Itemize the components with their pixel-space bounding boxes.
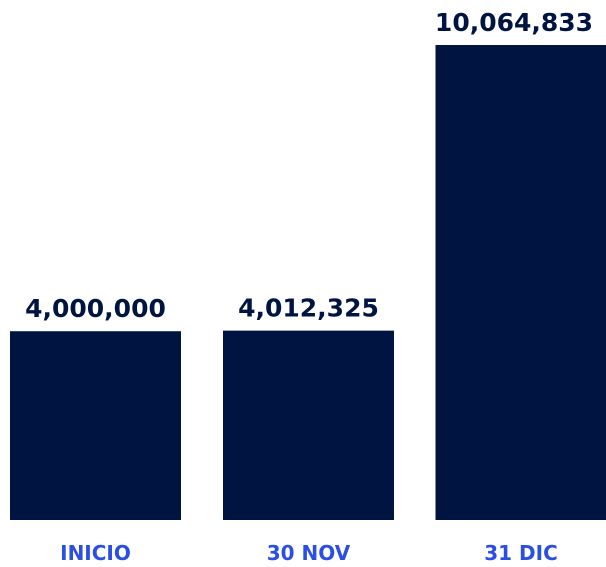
x-tick-label: 31 DIC — [484, 541, 558, 565]
x-tick-label: INICIO — [60, 541, 131, 565]
x-tick-label: 30 NOV — [267, 541, 351, 565]
value-label: 4,000,000 — [25, 294, 166, 323]
value-label: 10,064,833 — [435, 8, 593, 37]
bar — [10, 331, 181, 520]
bar — [435, 45, 606, 520]
value-label: 4,012,325 — [238, 294, 379, 323]
bar — [223, 330, 394, 520]
